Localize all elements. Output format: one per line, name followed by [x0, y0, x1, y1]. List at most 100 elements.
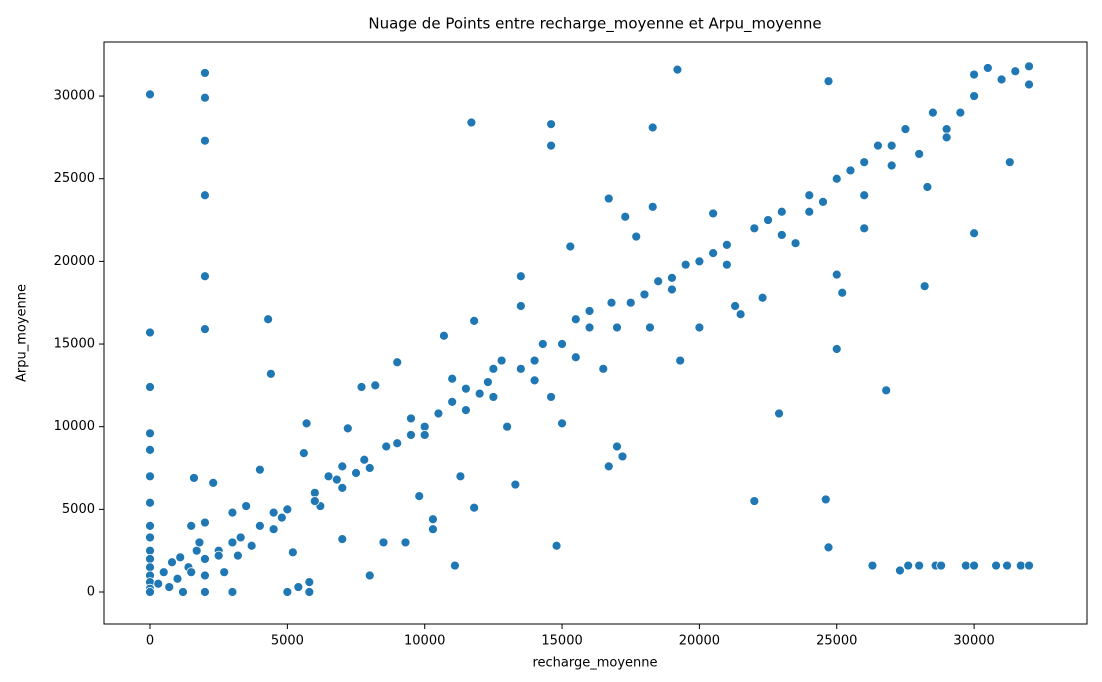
- point: [749, 223, 760, 234]
- x-tick-label: 30000: [953, 634, 994, 649]
- point: [837, 287, 848, 298]
- point: [145, 554, 155, 564]
- point: [881, 385, 892, 396]
- point: [200, 517, 210, 528]
- point: [631, 231, 642, 242]
- point: [515, 301, 526, 311]
- point: [914, 560, 925, 571]
- point: [178, 587, 188, 597]
- point: [145, 327, 155, 338]
- point: [873, 140, 883, 151]
- point: [617, 451, 628, 462]
- point: [455, 471, 466, 482]
- point: [172, 573, 183, 584]
- point: [304, 577, 315, 587]
- point: [406, 430, 416, 440]
- point: [735, 309, 746, 320]
- point: [298, 448, 309, 459]
- point: [419, 421, 430, 432]
- point: [969, 91, 979, 101]
- point: [200, 135, 210, 146]
- point: [167, 557, 177, 568]
- y-tick-label: 0: [87, 585, 95, 600]
- point: [969, 228, 979, 239]
- point: [145, 520, 155, 531]
- point: [757, 292, 768, 303]
- x-tick-label: 20000: [679, 634, 720, 649]
- point: [145, 444, 155, 455]
- point: [461, 405, 471, 416]
- point: [565, 241, 576, 252]
- y-tick-label: 30000: [54, 89, 95, 104]
- point: [213, 550, 224, 561]
- point: [145, 587, 155, 597]
- point: [606, 297, 617, 308]
- point: [774, 408, 784, 419]
- point: [551, 540, 562, 551]
- point: [620, 211, 631, 222]
- point: [241, 501, 252, 511]
- point: [955, 107, 966, 118]
- point: [914, 149, 925, 159]
- point: [647, 122, 658, 133]
- point: [200, 68, 210, 78]
- point: [886, 160, 897, 171]
- point: [927, 107, 938, 118]
- point: [584, 322, 595, 333]
- point: [639, 289, 650, 300]
- point: [708, 248, 719, 259]
- point: [546, 392, 556, 402]
- point: [428, 514, 438, 525]
- point: [749, 496, 760, 506]
- point: [359, 454, 370, 465]
- chart-title: Nuage de Points entre recharge_moyenne e…: [368, 15, 821, 34]
- point: [831, 344, 842, 354]
- y-tick-label: 10000: [54, 419, 95, 434]
- point: [439, 330, 449, 341]
- point: [790, 238, 801, 249]
- point: [145, 428, 155, 439]
- point: [323, 471, 334, 482]
- point: [235, 532, 246, 543]
- point: [227, 507, 238, 518]
- point: [158, 567, 169, 578]
- x-tick-label: 25000: [816, 634, 857, 649]
- point: [546, 119, 556, 130]
- point: [570, 314, 581, 325]
- point: [189, 473, 199, 483]
- point: [200, 190, 210, 201]
- point: [268, 524, 279, 535]
- point: [763, 215, 773, 225]
- point: [991, 560, 1001, 571]
- point: [208, 478, 219, 488]
- point: [1004, 157, 1015, 168]
- point: [337, 461, 348, 472]
- point: [645, 322, 655, 333]
- y-axis-label: Arpu_moyenne: [15, 284, 30, 382]
- point: [625, 297, 636, 308]
- point: [900, 124, 911, 135]
- point: [557, 418, 567, 429]
- point: [419, 430, 430, 440]
- point: [309, 496, 320, 506]
- point: [1024, 79, 1034, 90]
- point: [145, 382, 155, 392]
- point: [265, 368, 276, 379]
- point: [145, 89, 155, 100]
- point: [502, 421, 513, 432]
- point: [886, 140, 897, 151]
- point: [392, 438, 403, 449]
- point: [936, 560, 947, 571]
- point: [488, 363, 499, 374]
- point: [381, 441, 392, 452]
- point: [859, 157, 870, 168]
- point: [191, 545, 202, 556]
- point: [406, 413, 416, 424]
- point: [356, 382, 367, 392]
- point: [153, 578, 164, 589]
- point: [254, 464, 265, 475]
- point: [293, 582, 304, 592]
- point: [969, 69, 979, 80]
- point: [301, 418, 312, 429]
- point: [378, 537, 389, 548]
